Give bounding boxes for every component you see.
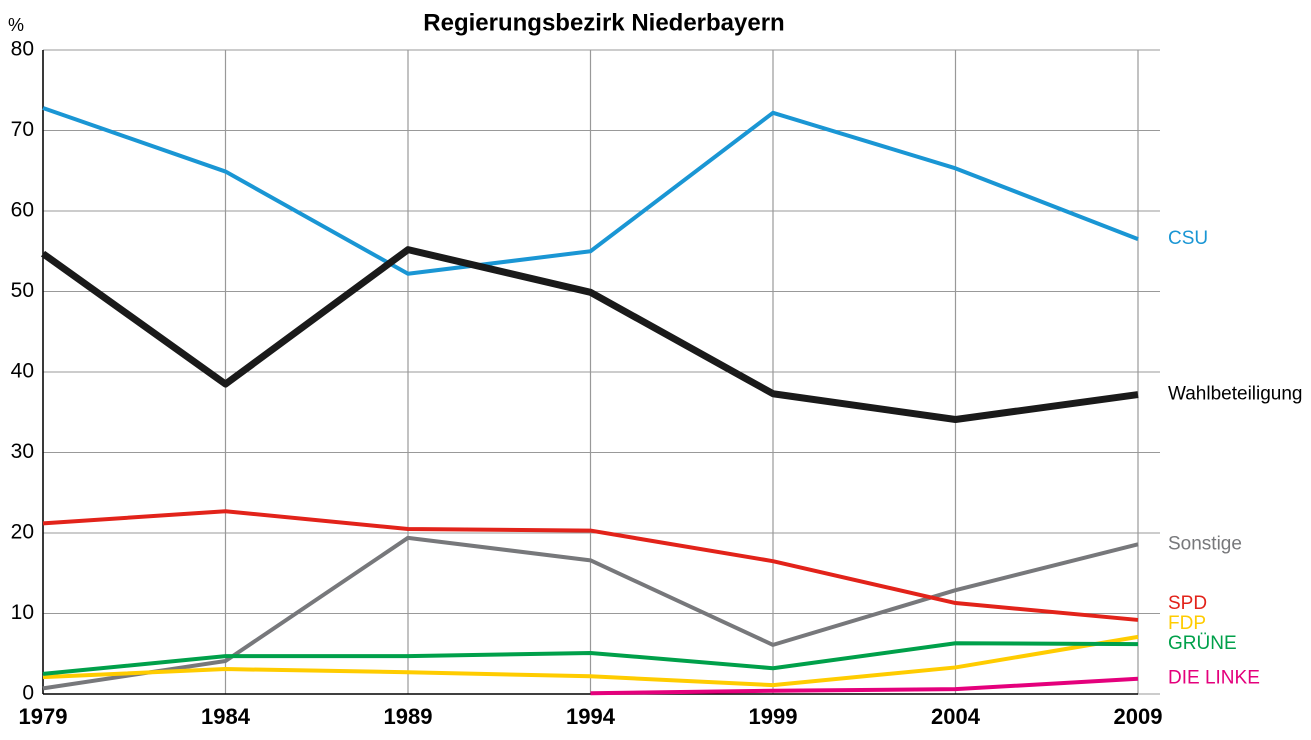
series-label: SPD [1168, 593, 1207, 614]
y-tick-label: 70 [11, 118, 34, 141]
series-line [42, 535, 1139, 691]
y-tick-label: 30 [11, 440, 34, 463]
series-line [42, 641, 1139, 676]
x-tick-label: 1989 [384, 704, 433, 729]
x-tick-label: 2009 [1114, 704, 1163, 729]
y-tick-label: 20 [11, 521, 34, 544]
series-line [590, 676, 1139, 696]
y-axis-label: % [8, 15, 24, 35]
series-line [40, 246, 1139, 423]
x-tick-label: 2004 [931, 704, 981, 729]
series-label: FDP [1168, 613, 1206, 634]
y-tick-label: 50 [11, 279, 34, 302]
series-label: Wahlbeteiligung [1168, 384, 1303, 405]
y-tick-label: 10 [11, 601, 34, 624]
series-label: Sonstige [1168, 533, 1242, 554]
series-line [42, 106, 1139, 276]
y-tick-label: 60 [11, 199, 34, 222]
x-tick-label: 1994 [566, 704, 616, 729]
series-label: CSU [1168, 228, 1208, 249]
y-tick-label: 80 [11, 38, 34, 61]
series-label: GRÜNE [1168, 633, 1237, 654]
x-tick-label: 1984 [201, 704, 251, 729]
x-tick-label: 1999 [749, 704, 798, 729]
x-tick-label: 1979 [19, 704, 68, 729]
y-tick-label: 0 [22, 682, 34, 705]
chart-title: Regierungsbezirk Niederbayern [423, 9, 784, 36]
series-label: DIE LINKE [1168, 668, 1260, 689]
series-line [42, 634, 1139, 688]
series-line [42, 509, 1139, 622]
y-tick-label: 40 [11, 360, 34, 383]
